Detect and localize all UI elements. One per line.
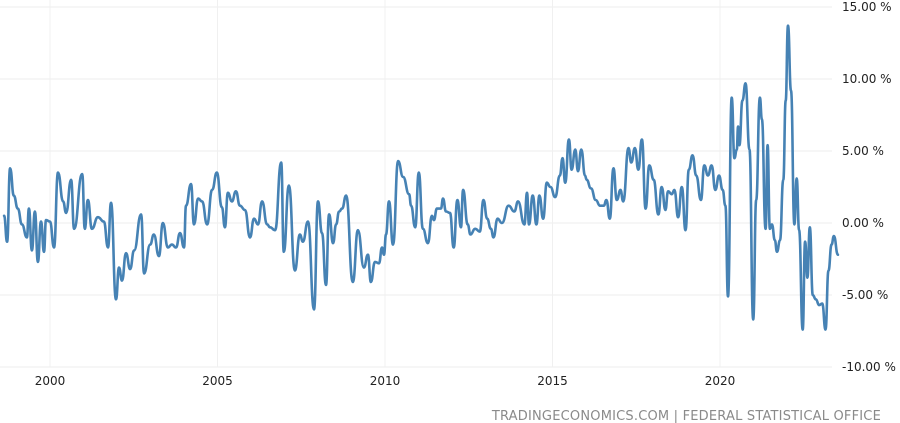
y-tick-label: -10.00 % [842, 360, 896, 374]
y-tick-label: 15.00 % [842, 0, 892, 14]
y-tick-label: 0.00 % [842, 216, 884, 230]
series-line [2, 24, 840, 331]
x-tick-label: 2020 [705, 374, 736, 388]
x-tick-label: 2010 [370, 374, 401, 388]
y-tick-label: -5.00 % [842, 288, 888, 302]
x-tick-label: 2015 [537, 374, 568, 388]
y-axis-tick-labels: 15.00 % 10.00 % 5.00 % 0.00 % -5.00 % -10.00 … [842, 0, 896, 374]
source-label: TRADINGECONOMICS.COM | FEDERAL STATISTIC… [491, 409, 881, 423]
x-tick-label: 2000 [35, 374, 66, 388]
y-tick-label: 5.00 % [842, 144, 884, 158]
x-axis-tick-labels: 2000 2005 2010 2015 2020 [35, 374, 736, 388]
gridlines [0, 0, 832, 368]
x-tick-label: 2005 [202, 374, 233, 388]
y-tick-label: 10.00 % [842, 72, 892, 86]
